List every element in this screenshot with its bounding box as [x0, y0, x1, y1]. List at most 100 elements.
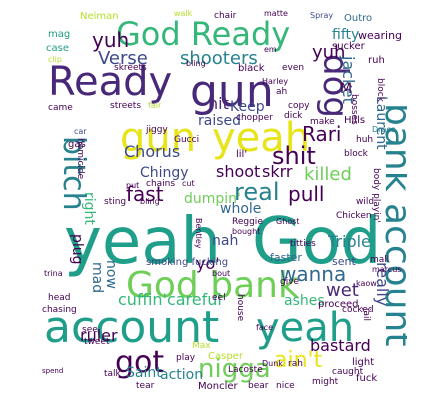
word-ghost: Ghost: [276, 217, 300, 226]
word-cuffin-careful: cuffin'careful: [118, 290, 222, 309]
word-bought: bought: [232, 227, 261, 236]
word-homicide: homicide: [75, 138, 85, 180]
word-yeah-2: yeah: [256, 305, 355, 351]
word-yuh-1: yuh: [92, 28, 130, 52]
word-max: Max: [192, 341, 211, 351]
word-chicken: Chicken: [336, 211, 372, 221]
word-bout: bout: [212, 269, 231, 278]
word-tear: tear: [136, 381, 155, 391]
word-verse: Verse: [98, 48, 148, 69]
word-give: give: [280, 277, 300, 287]
word-huh: huh: [356, 135, 374, 145]
word-spray: Spray: [310, 11, 334, 20]
word-harley: Harley: [262, 77, 289, 86]
word-rah: rah: [288, 359, 303, 369]
word-wearing: wearing: [358, 29, 403, 42]
word-smoking-fucking: smoking fucking: [146, 257, 229, 268]
word-bling-1: bling: [186, 59, 206, 68]
word-shooters: shooters: [180, 48, 258, 69]
word-chains: chains: [146, 179, 176, 189]
word-ah: ah: [276, 87, 288, 97]
word-chair: chair: [214, 11, 237, 21]
word-walk: walk: [174, 9, 193, 18]
word-see: see: [82, 325, 98, 335]
word-block-1: block: [375, 78, 385, 102]
word-fuck: fuck: [356, 373, 378, 384]
word-ruh: ruh: [368, 55, 385, 66]
word-nigga: nigga: [198, 354, 271, 384]
word-wet: wet: [326, 280, 359, 301]
word-talk: talk: [104, 369, 121, 379]
word-m: M: [340, 81, 353, 97]
word-moncler: Moncler: [198, 381, 238, 392]
word-mall: mall: [370, 255, 390, 265]
word-rari: Rari: [302, 122, 342, 146]
word-trina: trina: [44, 269, 63, 278]
word-block-2: block: [344, 149, 368, 159]
word-em: em: [264, 45, 277, 54]
word-outro: Outro: [344, 13, 373, 24]
word-plug: plug: [69, 234, 85, 265]
word-gas: gas: [68, 139, 86, 150]
word-tweet: tweet: [84, 337, 110, 347]
word-neiman: Neiman: [80, 11, 119, 22]
word-dunk: Dunk: [262, 359, 283, 368]
word-proceed: proceed: [318, 299, 359, 310]
word-yuh-2: yuh: [312, 42, 346, 63]
word-body-playin: body playin': [371, 168, 381, 223]
word-house: house: [235, 294, 245, 322]
word-now: now: [103, 260, 119, 289]
word-ashes: ashes: [284, 293, 325, 309]
word-copy: copy: [288, 101, 310, 111]
word-kaow: kaow: [356, 279, 377, 288]
word-killed: killed: [304, 164, 352, 185]
word-titties: titties: [290, 239, 316, 249]
word-mag: mag: [48, 29, 71, 40]
word-ruler: ruler: [80, 326, 118, 345]
word-faster: faster: [270, 251, 302, 264]
word-dick: dick: [284, 111, 303, 121]
word-gun-1: gun: [190, 66, 274, 117]
word-marcus: marcus: [372, 265, 402, 274]
word-lil: lil': [236, 149, 248, 160]
word-yeah-3: yeah: [212, 115, 311, 161]
word-lacoste: Lacoste: [228, 365, 263, 375]
word-fifty: fifty: [332, 27, 360, 43]
word-came: came: [48, 103, 73, 113]
word-face: face: [256, 323, 274, 332]
word-bling-2: bling: [140, 197, 160, 206]
word-hit: hit: [208, 94, 229, 113]
word-god-bank: God bank: [126, 265, 299, 306]
word-shit: shit: [272, 142, 316, 170]
word-aint: ain't: [274, 348, 323, 373]
word-laurent: Laurent: [373, 96, 389, 150]
word-spend: spend: [42, 367, 64, 375]
word-caught: caught: [332, 367, 364, 377]
word-streets: streets: [110, 101, 142, 111]
word-reggie: Reggie: [232, 217, 263, 227]
word-keep: Keep: [230, 99, 265, 115]
word-light: light: [352, 357, 375, 368]
word-jiggy: jiggy: [146, 125, 168, 135]
word-casper: Casper: [208, 351, 243, 362]
word-mad: mad: [89, 262, 105, 294]
word-dumpin: dumpin': [184, 191, 241, 207]
word-wanna: wanna: [280, 262, 347, 286]
word-might: might: [312, 377, 339, 387]
word-saint: Saint: [126, 365, 162, 381]
word-raised: raised: [198, 113, 242, 129]
word-action: action: [160, 367, 204, 383]
word-sting: sting: [104, 197, 127, 207]
word-play: play: [176, 353, 196, 363]
word-gucci: Gucci: [174, 135, 200, 145]
word-triple: Triple: [328, 232, 371, 251]
word-chorus: Chorus: [124, 142, 181, 161]
word-draco: Draco: [372, 125, 396, 134]
word-hills: Hills: [344, 115, 366, 126]
word-eel: eel: [212, 293, 226, 303]
word-sucker: sucker: [332, 41, 365, 52]
word-got: got: [115, 345, 165, 380]
word-account: account: [44, 302, 220, 353]
word-skreets: skreets: [114, 63, 147, 73]
word-chasing: chasing: [42, 305, 77, 315]
